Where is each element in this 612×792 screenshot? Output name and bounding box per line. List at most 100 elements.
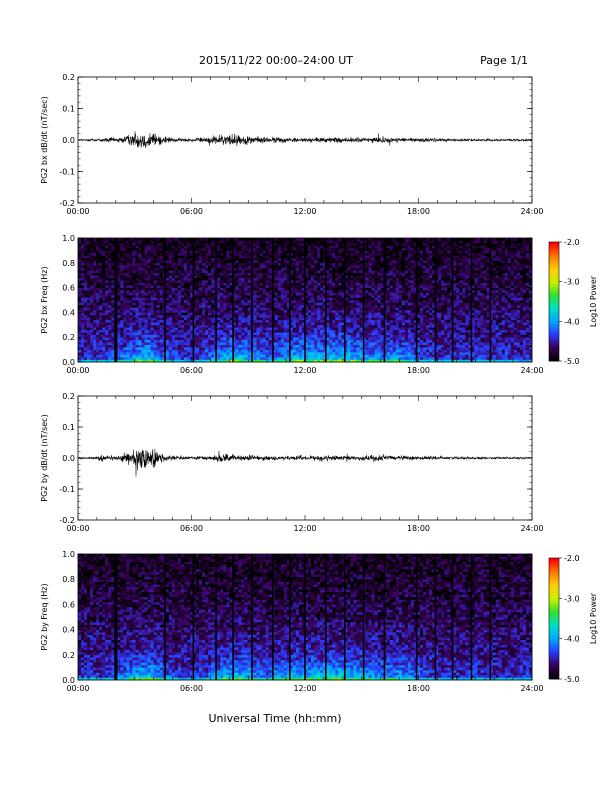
spectrogram-cell (335, 337, 339, 340)
spectrogram-cell (93, 319, 97, 323)
spectrogram-cell (256, 359, 260, 363)
spectrogram-cell (84, 242, 88, 246)
spectrogram-cell (217, 250, 221, 254)
spectrogram-cell (177, 339, 182, 343)
spectrogram-cell (274, 352, 279, 355)
spectrogram-cell (105, 252, 109, 256)
spectrogram-cell (247, 297, 251, 301)
spectrogram-cell (205, 295, 209, 298)
spectrogram-cell (99, 324, 103, 328)
spectrogram-cell (96, 332, 100, 336)
spectrogram-cell (168, 272, 173, 276)
spectrogram-cell (235, 329, 239, 333)
spectrogram-cell (317, 267, 321, 271)
spectrogram-cell (368, 357, 372, 360)
spectrogram-cell (253, 247, 257, 251)
spectrogram-cell (283, 240, 288, 244)
spectrogram-cell (120, 242, 124, 246)
spectrogram-cell (138, 347, 142, 350)
spectrogram-cell (159, 334, 164, 338)
spectrogram-cell (247, 280, 251, 283)
spectrogram-cell (244, 332, 248, 336)
spectrogram-cell (96, 319, 100, 323)
spectrogram-cell (93, 339, 97, 343)
spectrogram-cell (317, 255, 321, 259)
spectrogram-cell (353, 354, 357, 358)
spectrogram-cell (99, 349, 103, 353)
spectrogram-cell (159, 275, 164, 278)
spectrogram-cell (326, 240, 330, 244)
spectrogram-cell (305, 265, 309, 269)
spectrogram-cell (84, 252, 88, 256)
spectrogram-cell (174, 359, 179, 363)
spectrogram-cell (199, 329, 203, 333)
spectrogram-cell (238, 250, 242, 254)
spectrogram-cell (111, 304, 115, 308)
spectrogram-cell (120, 290, 124, 293)
spectrogram-cell (335, 245, 339, 249)
spectrogram-cell (229, 290, 233, 293)
spectrogram-cell (202, 307, 206, 311)
spectrogram-cell (141, 275, 145, 278)
spectrogram-cell (265, 245, 269, 249)
spectrogram-cell (344, 319, 348, 323)
spectrogram-cell (132, 257, 136, 261)
spectrogram-cell (117, 287, 121, 291)
spectrogram-cell (144, 309, 148, 313)
spectrogram-cell (341, 250, 345, 254)
spectrogram-cell (238, 344, 242, 348)
spectrogram-cell (323, 339, 327, 343)
spectrogram-cell (87, 262, 91, 266)
spectrogram-cell (292, 332, 297, 336)
spectrogram-cell (135, 287, 139, 291)
spectrogram-cell (150, 324, 154, 328)
spectrogram-cell (168, 314, 173, 318)
spectrogram-cell (93, 312, 97, 316)
spectrogram-cell (168, 265, 173, 269)
spectrogram-cell (199, 334, 203, 338)
spectrogram-cell (308, 290, 312, 293)
spectrogram-cell (217, 272, 221, 276)
spectrogram-cell (220, 282, 224, 286)
spectrogram-cell (308, 304, 312, 308)
spectrogram-cell (359, 262, 363, 266)
spectrogram-cell (123, 324, 127, 328)
spectrogram-cell (274, 247, 279, 251)
spectrogram-cell (132, 314, 136, 318)
spectrogram-cell (144, 238, 148, 241)
spectrogram-cell (323, 282, 327, 286)
spectrogram-cell (171, 300, 176, 303)
spectrogram-cell (129, 257, 133, 261)
spectrogram-cell (311, 344, 315, 348)
spectrogram-cell (135, 262, 139, 266)
spectrogram-cell (81, 359, 85, 363)
spectrogram-cell (280, 339, 285, 343)
spectrogram-cell (174, 290, 179, 293)
spectrogram-cell (129, 314, 133, 318)
spectrogram-cell (289, 262, 294, 266)
spectrogram-cell (117, 282, 121, 286)
spectrogram-cell (141, 329, 145, 333)
spectrogram-cell (205, 267, 209, 271)
spectrogram-cell (308, 252, 312, 256)
spectrogram-cell (108, 290, 112, 293)
spectrogram-cell (229, 347, 233, 350)
spectrogram-cell (87, 329, 91, 333)
spectrogram-cell (298, 242, 303, 246)
spectrogram-cell (208, 309, 212, 313)
spectrogram-cell (132, 262, 136, 266)
spectrogram-cell (120, 357, 124, 360)
spectrogram-cell (244, 317, 248, 321)
spectrogram-cell (235, 347, 239, 350)
spectrogram-cell (202, 285, 206, 288)
spectrogram-cell (126, 334, 130, 338)
spectrogram-cell (123, 349, 127, 353)
spectrogram-cell (199, 312, 203, 316)
spectrogram-cell (120, 295, 124, 298)
spectrogram-cell (202, 327, 206, 331)
spectrogram-cell (132, 304, 136, 308)
spectrogram-cell (350, 245, 354, 249)
spectrogram-cell (329, 272, 333, 276)
spectrogram-cell (317, 245, 321, 249)
spectrogram-cell (320, 245, 324, 249)
